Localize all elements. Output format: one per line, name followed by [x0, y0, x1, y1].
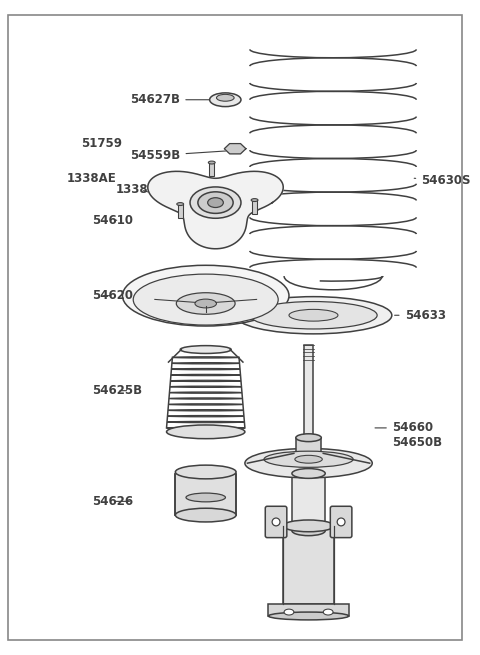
Ellipse shape	[235, 297, 392, 334]
Polygon shape	[224, 143, 246, 154]
Text: 54630S: 54630S	[414, 174, 471, 187]
Ellipse shape	[177, 202, 184, 206]
Ellipse shape	[198, 192, 233, 214]
Text: 54650B: 54650B	[392, 436, 442, 449]
Ellipse shape	[195, 299, 216, 308]
Bar	[304, 345, 313, 438]
Ellipse shape	[175, 465, 236, 479]
Ellipse shape	[323, 609, 333, 615]
Bar	[252, 200, 257, 214]
Ellipse shape	[337, 518, 345, 526]
Ellipse shape	[245, 449, 372, 478]
Text: 54559B: 54559B	[130, 149, 228, 162]
Polygon shape	[148, 172, 283, 249]
Ellipse shape	[292, 526, 325, 536]
Ellipse shape	[250, 301, 377, 329]
Bar	[296, 438, 321, 453]
Ellipse shape	[264, 451, 353, 467]
Text: 54625B: 54625B	[92, 384, 142, 397]
Text: 1338CA: 1338CA	[116, 183, 166, 196]
Ellipse shape	[190, 187, 241, 218]
Ellipse shape	[283, 520, 334, 532]
FancyBboxPatch shape	[265, 506, 287, 538]
Ellipse shape	[176, 293, 235, 314]
Ellipse shape	[180, 346, 231, 354]
Ellipse shape	[284, 609, 294, 615]
Ellipse shape	[133, 274, 278, 325]
Text: 54620: 54620	[92, 289, 133, 302]
Text: 54633: 54633	[395, 309, 445, 322]
Bar	[292, 474, 325, 531]
Bar	[209, 162, 214, 176]
Ellipse shape	[272, 518, 280, 526]
Ellipse shape	[295, 455, 322, 463]
Ellipse shape	[208, 198, 223, 208]
Ellipse shape	[296, 434, 321, 441]
Ellipse shape	[289, 309, 338, 321]
Bar	[175, 474, 236, 515]
Ellipse shape	[167, 425, 245, 439]
Text: 54627B: 54627B	[130, 93, 211, 106]
Ellipse shape	[292, 468, 325, 478]
Ellipse shape	[186, 493, 226, 502]
Ellipse shape	[208, 161, 215, 164]
Ellipse shape	[122, 265, 289, 326]
Text: 54626: 54626	[92, 495, 133, 508]
Bar	[178, 204, 183, 217]
Text: 54610: 54610	[92, 214, 133, 227]
Bar	[283, 526, 334, 604]
Text: 1338AE: 1338AE	[67, 172, 116, 185]
Ellipse shape	[251, 198, 258, 202]
FancyBboxPatch shape	[330, 506, 352, 538]
Ellipse shape	[216, 94, 234, 102]
Ellipse shape	[210, 93, 241, 107]
Bar	[268, 604, 349, 616]
Text: 54660: 54660	[375, 421, 433, 434]
Text: 51759: 51759	[81, 138, 122, 151]
Ellipse shape	[175, 508, 236, 522]
Ellipse shape	[268, 612, 349, 620]
